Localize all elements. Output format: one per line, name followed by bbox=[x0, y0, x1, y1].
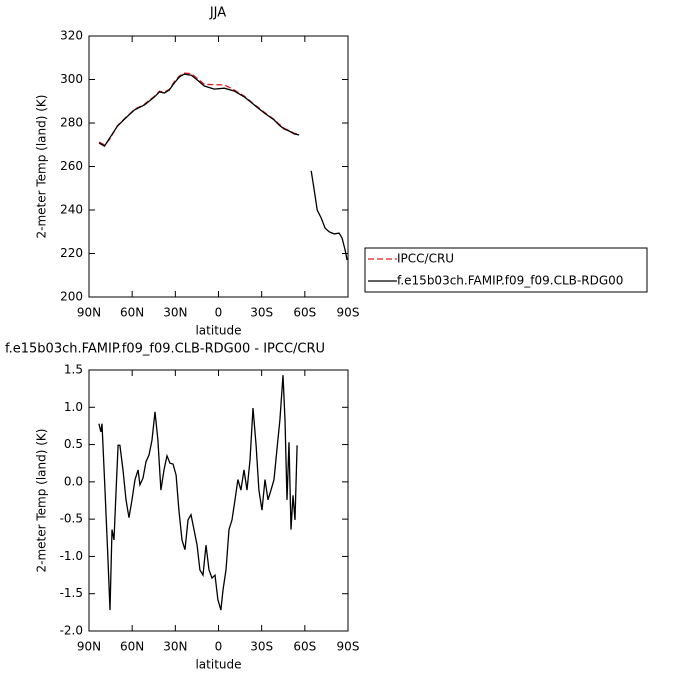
x-tick-label: 30S bbox=[250, 306, 273, 320]
legend-box bbox=[364, 247, 648, 293]
y-axis-label: 2-meter Temp (land) (K) bbox=[35, 429, 49, 573]
y-tick-label: 220 bbox=[60, 246, 83, 260]
plot-frame bbox=[88, 369, 349, 632]
y-tick-label: 0.5 bbox=[64, 437, 83, 451]
chart-title: JJA bbox=[209, 6, 226, 21]
x-tick-label: 30N bbox=[163, 640, 187, 654]
plot-frame bbox=[88, 35, 349, 298]
data-line bbox=[310, 170, 348, 261]
y-tick-label: 320 bbox=[60, 29, 83, 43]
x-tick-label: 90N bbox=[77, 640, 101, 654]
data-line bbox=[98, 72, 300, 146]
y-axis-label: 2-meter Temp (land) (K) bbox=[35, 95, 49, 239]
x-tick-label: 30S bbox=[250, 640, 273, 654]
y-tick-label: -1.5 bbox=[60, 586, 83, 600]
x-tick-label: 90S bbox=[337, 306, 360, 320]
x-axis-label: latitude bbox=[195, 324, 241, 338]
data-line bbox=[98, 73, 300, 147]
y-tick-label: 300 bbox=[60, 72, 83, 86]
y-tick-label: 1.0 bbox=[64, 400, 83, 414]
x-tick-label: 60N bbox=[120, 306, 144, 320]
x-tick-label: 60S bbox=[293, 306, 316, 320]
y-tick-label: 200 bbox=[60, 290, 83, 304]
x-tick-label: 90S bbox=[337, 640, 360, 654]
x-tick-label: 60S bbox=[293, 640, 316, 654]
y-tick-label: 260 bbox=[60, 159, 83, 173]
legend-label: IPCC/CRU bbox=[397, 252, 454, 266]
legend-label: f.e15b03ch.FAMIP.f09_f09.CLB-RDG00 bbox=[397, 274, 623, 288]
y-tick-label: -2.0 bbox=[60, 624, 83, 638]
y-tick-label: -0.5 bbox=[60, 512, 83, 526]
x-tick-label: 0 bbox=[215, 306, 223, 320]
x-tick-label: 90N bbox=[77, 306, 101, 320]
x-tick-label: 0 bbox=[215, 640, 223, 654]
y-tick-label: 0.0 bbox=[64, 474, 83, 488]
y-tick-label: -1.0 bbox=[60, 549, 83, 563]
y-tick-label: 1.5 bbox=[64, 363, 83, 377]
y-tick-label: 240 bbox=[60, 203, 83, 217]
x-axis-label: latitude bbox=[195, 658, 241, 672]
y-tick-label: 280 bbox=[60, 116, 83, 130]
data-line bbox=[98, 375, 298, 611]
x-tick-label: 30N bbox=[163, 306, 187, 320]
x-tick-label: 60N bbox=[120, 640, 144, 654]
chart-title: f.e15b03ch.FAMIP.f09_f09.CLB-RDG00 - IPC… bbox=[5, 342, 325, 357]
